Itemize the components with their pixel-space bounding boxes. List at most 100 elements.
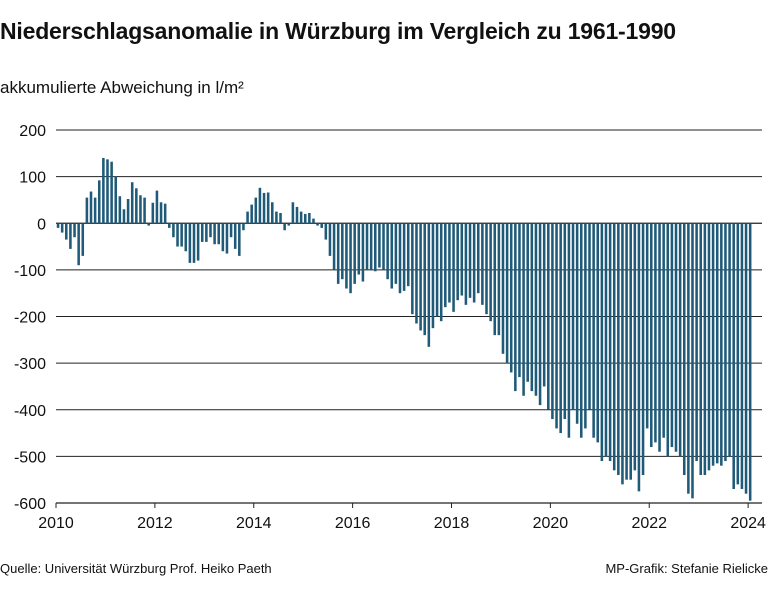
bar (114, 176, 118, 224)
bar (217, 223, 220, 245)
bar (439, 223, 443, 322)
bar (728, 223, 731, 457)
bar (481, 223, 484, 305)
x-tick-label: 2016 (335, 515, 371, 532)
bar (184, 223, 188, 252)
bar (320, 223, 323, 228)
bar (584, 223, 587, 429)
y-tick-label: -300 (14, 356, 46, 373)
bar (168, 223, 171, 228)
bar (328, 223, 332, 256)
bar (505, 223, 509, 364)
y-axis-label: akkumulierte Abweichung in l/m² (0, 78, 244, 97)
bar (246, 211, 249, 224)
bar (435, 223, 439, 317)
bar (464, 223, 468, 305)
bar (126, 199, 130, 224)
bar (444, 223, 447, 308)
y-tick-label: 0 (37, 216, 46, 233)
bar (250, 204, 253, 224)
bar (312, 218, 315, 224)
bar (176, 223, 179, 247)
bar (299, 211, 303, 224)
bar (621, 223, 624, 485)
bar (468, 223, 472, 298)
x-tick-label: 2012 (137, 515, 173, 532)
bar (93, 197, 97, 224)
bar (476, 223, 480, 294)
bar (526, 223, 529, 382)
bar (596, 223, 600, 443)
bar (283, 223, 286, 231)
bar (411, 223, 414, 315)
bar (353, 223, 356, 284)
bar (637, 223, 641, 492)
bar (592, 223, 595, 438)
bar (172, 223, 175, 238)
bar (130, 182, 134, 224)
bar (678, 223, 682, 457)
bar (85, 197, 89, 224)
bar (654, 223, 657, 443)
bar (744, 223, 748, 494)
bar (547, 223, 550, 410)
bar (398, 223, 402, 294)
bar (489, 223, 492, 322)
bar (56, 223, 60, 228)
bar (390, 223, 394, 289)
y-tick-label: -500 (14, 449, 46, 466)
bar (308, 212, 311, 224)
y-tick-label: 200 (19, 123, 46, 140)
bar (365, 223, 369, 270)
bar (658, 223, 661, 452)
bar (151, 202, 155, 224)
bar (551, 223, 554, 420)
bar (77, 223, 80, 266)
bar (555, 223, 558, 429)
bar (567, 223, 571, 438)
bar (238, 223, 241, 256)
bar (682, 223, 686, 476)
bar (687, 223, 690, 494)
bar (534, 223, 538, 396)
bar (65, 223, 68, 240)
x-tick-label: 2022 (631, 515, 667, 532)
bar (608, 223, 612, 462)
bar (736, 223, 740, 485)
bar (374, 223, 377, 272)
bar (715, 223, 719, 464)
bar (604, 223, 608, 457)
bar (97, 180, 101, 224)
bar (254, 197, 258, 224)
bar (139, 195, 142, 224)
bar (538, 223, 542, 406)
bar (542, 223, 546, 387)
bar (699, 223, 703, 476)
bar (662, 223, 665, 438)
bar (645, 223, 649, 429)
x-tick-label: 2024 (730, 515, 766, 532)
bar (402, 223, 406, 291)
bar (559, 223, 562, 434)
bar (460, 223, 464, 296)
bar (209, 223, 212, 238)
bar (501, 223, 505, 354)
y-tick-label: -200 (14, 310, 46, 327)
bar (406, 223, 410, 287)
bar (357, 223, 361, 275)
bar (625, 223, 628, 480)
bar (303, 213, 307, 224)
bar (102, 157, 105, 224)
bar (110, 161, 113, 224)
bar (316, 223, 319, 226)
bar (147, 223, 150, 226)
bar (382, 223, 385, 270)
bar (695, 223, 698, 462)
bar (456, 223, 459, 301)
bar (600, 223, 604, 462)
bar (341, 223, 344, 280)
x-tick-label: 2020 (533, 515, 569, 532)
bar (275, 211, 278, 224)
bar (674, 223, 678, 452)
bar (612, 223, 616, 471)
